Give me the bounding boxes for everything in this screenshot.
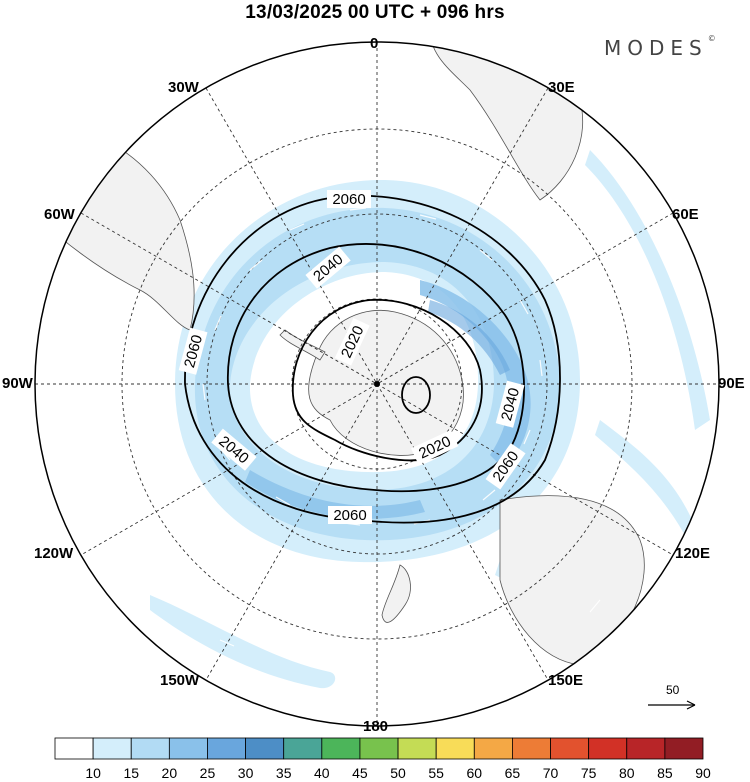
colorbar-tick-label: 45 xyxy=(352,765,368,781)
colorbar-tick-label: 80 xyxy=(618,765,635,781)
geopotential-contours xyxy=(184,194,561,524)
colorbar xyxy=(54,737,704,760)
colorbar-swatch xyxy=(397,737,437,760)
colorbar-swatch xyxy=(54,737,94,760)
colorbar-tick-label: 85 xyxy=(657,765,673,781)
south-america xyxy=(35,119,195,331)
south-pole-dot xyxy=(374,381,380,387)
modes-logo: MODES© xyxy=(604,34,716,60)
lon-label-60e: 60E xyxy=(672,206,699,223)
contour-inner-low xyxy=(401,376,431,414)
africa xyxy=(429,42,583,201)
colorbar-tick-label: 20 xyxy=(161,765,178,781)
lon-label-90e: 90E xyxy=(718,375,745,392)
colorbar-tick-label: 40 xyxy=(314,765,330,781)
colorbar-tick-label: 75 xyxy=(580,765,597,781)
contour-2040 xyxy=(227,243,525,493)
colorbar-swatch xyxy=(588,737,628,760)
contour-label-2060-bottom: 2060 xyxy=(333,507,366,524)
lon-label-150w: 150W xyxy=(160,672,200,689)
colorbar-swatch xyxy=(664,737,704,760)
colorbar-swatch xyxy=(550,737,590,760)
colorbar-swatch xyxy=(473,737,513,760)
lon-label-120e: 120E xyxy=(675,545,711,562)
colorbar-tick-label: 70 xyxy=(542,765,559,781)
colorbar-tick-label: 15 xyxy=(123,765,140,781)
lon-label-120w: 120W xyxy=(34,545,74,562)
colorbar-tick-label: 90 xyxy=(695,765,711,781)
map-title: 13/03/2025 00 UTC + 096 hrs xyxy=(245,2,505,23)
lon-label-90w: 90W xyxy=(2,375,33,392)
antarctica xyxy=(308,309,464,456)
contour-labels: 2060 2040 2020 2060 2040 2020 xyxy=(178,190,526,524)
map-boundary xyxy=(34,41,720,727)
colorbar-tick-label: 60 xyxy=(466,765,483,781)
new-zealand xyxy=(381,564,411,623)
colorbar-tick-label: 65 xyxy=(504,765,521,781)
colorbar-tick-label: 35 xyxy=(275,765,292,781)
colorbar-swatch xyxy=(245,737,285,760)
colorbar-swatch xyxy=(283,737,323,760)
lon-label-30w: 30W xyxy=(168,79,199,96)
colorbar-swatch xyxy=(168,737,208,760)
contour-2020 xyxy=(291,299,483,462)
colorbar-tick-label: 55 xyxy=(428,765,444,781)
lon-label-150e: 150E xyxy=(548,672,584,689)
contour-2060 xyxy=(184,194,561,524)
colorbar-swatch xyxy=(626,737,666,760)
colorbar-swatch xyxy=(92,737,132,760)
colorbar-swatch xyxy=(321,737,361,760)
colorbar-swatch xyxy=(207,737,246,760)
reference-vector xyxy=(648,700,696,710)
colorbar-tick-label: 25 xyxy=(199,765,216,781)
contour-label-2060-top: 2060 xyxy=(332,191,365,208)
lon-label-30e: 30E xyxy=(548,79,575,96)
colorbar-tick-label: 50 xyxy=(390,765,406,781)
colorbar-swatch xyxy=(435,737,475,760)
colorbar-tick-label: 10 xyxy=(85,765,101,781)
colorbar-swatch xyxy=(359,737,399,760)
colorbar-swatch xyxy=(130,737,170,760)
lon-label-180: 180 xyxy=(363,718,389,735)
colorbar-tick-label: 30 xyxy=(237,765,254,781)
lon-label-60w: 60W xyxy=(44,206,75,223)
reference-vector-label: 50 xyxy=(666,683,680,697)
colorbar-swatch xyxy=(512,737,551,760)
australia xyxy=(499,495,645,666)
lon-label-0: 0 xyxy=(370,35,379,52)
